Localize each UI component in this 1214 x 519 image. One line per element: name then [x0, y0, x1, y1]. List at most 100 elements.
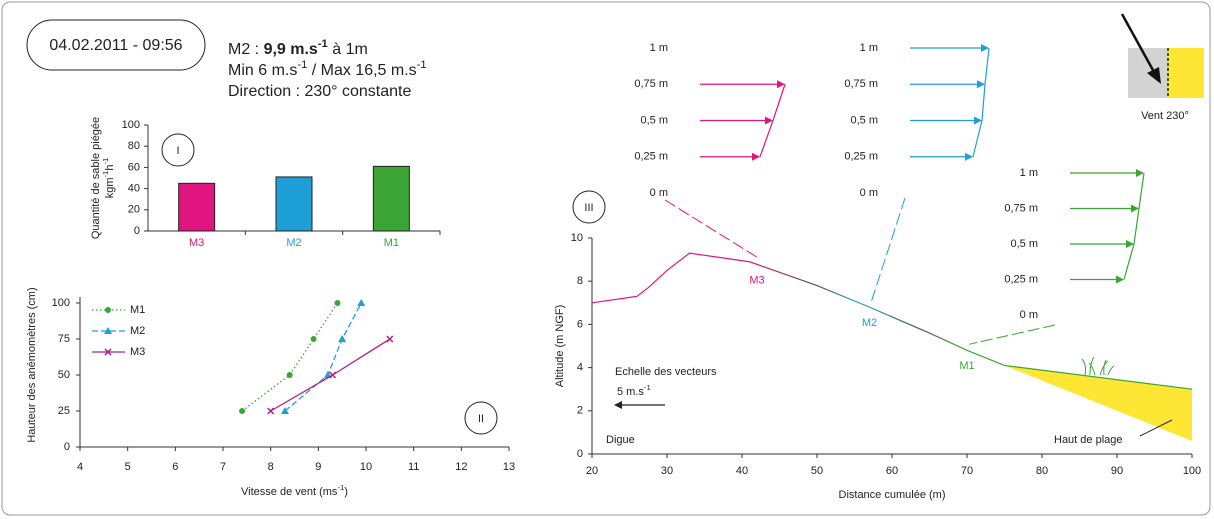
beach-area [1004, 365, 1192, 442]
x-tick-label: 70 [961, 465, 973, 477]
y-tick-label: 40 [128, 183, 140, 195]
marker [286, 372, 293, 378]
station-connector [871, 197, 906, 302]
wind-arrowhead [1147, 67, 1161, 84]
vector-scale-label: 5 m.s-1 [617, 383, 651, 398]
inset-profile [972, 47, 990, 157]
x-tick-label: M3 [189, 237, 204, 249]
y-tick-label: 75 [58, 333, 70, 345]
text-part: / Max 16,5 m.s [307, 62, 416, 79]
inset-tick-label: 0,5 m [1010, 238, 1038, 250]
wind-vector-head [1126, 240, 1134, 248]
y-axis-label: kgm-1h-1 [101, 158, 116, 199]
x-tick-label: 100 [1183, 465, 1201, 477]
marker [105, 307, 111, 313]
wind-label: Vent 230° [1141, 110, 1189, 122]
station-connector [664, 199, 760, 259]
station-connector [968, 324, 1056, 345]
bar [372, 165, 410, 232]
x-axis-label: Distance cumulée (m) [839, 489, 946, 501]
vector-scale-head [614, 401, 622, 409]
y-tick-label: 6 [577, 318, 583, 330]
grass-blades [1081, 356, 1115, 376]
x-tick-label: 60 [886, 465, 898, 477]
text-part: Vitesse de vent (ms [241, 486, 338, 498]
station-label: M2 [862, 317, 877, 329]
y-tick-label: 100 [52, 297, 70, 309]
panel-label: III [584, 202, 593, 214]
marker [280, 407, 289, 414]
panel-label-circle [572, 190, 606, 224]
panel-label-circle [161, 133, 195, 167]
legend-label: M2 [130, 325, 145, 337]
x-tick-label: M2 [286, 237, 301, 249]
y-tick-label: 0 [577, 448, 583, 460]
y-axis-label: Quantité de sable piégée [90, 117, 102, 239]
wind-vector-head [752, 152, 760, 161]
y-tick-label: 4 [577, 362, 583, 374]
series-line [284, 302, 362, 412]
sea [1168, 48, 1204, 98]
wind-icon: Vent 230° [1120, 13, 1204, 122]
y-axis-label: Altitude (m NGF) [554, 305, 566, 388]
panel-label: II [478, 413, 484, 425]
y-tick-label: 50 [58, 369, 70, 381]
text-part: -1 [101, 158, 110, 165]
vector-scale-title: Echelle des vecteurs [615, 366, 717, 378]
x-tick-label: 10 [360, 461, 372, 473]
series-line [241, 302, 338, 412]
marker [334, 300, 341, 306]
text-part: -1 [417, 59, 427, 71]
y-tick-label: 10 [571, 232, 583, 244]
y-tick-label: 20 [128, 204, 140, 216]
wind-vector-head [981, 44, 989, 52]
wind-vector-head [965, 152, 973, 161]
text-part: Direction : 230° constante [228, 83, 411, 100]
y-tick-label: 100 [122, 119, 140, 131]
annotation: Digue [606, 434, 635, 446]
x-tick-label: 9 [315, 461, 321, 473]
info-line: Direction : 230° constante [228, 83, 411, 100]
x-tick-label: 7 [220, 461, 226, 473]
x-tick-label: 90 [1111, 465, 1123, 477]
inset-tick-label: 1 m [1020, 167, 1038, 179]
x-tick-label: 4 [77, 461, 83, 473]
marker [239, 408, 246, 414]
x-tick-label: 50 [811, 465, 823, 477]
legend-label: M3 [130, 346, 145, 358]
text-part: -1 [337, 483, 344, 492]
inset-tick-label: 0 m [650, 187, 668, 199]
marker [386, 335, 394, 343]
legend-label: M1 [130, 304, 145, 316]
y-tick-label: 2 [577, 405, 583, 417]
text-part: kgm [104, 178, 116, 199]
station-label: M1 [959, 360, 974, 372]
profile-line [591, 252, 1193, 390]
marker [104, 348, 112, 356]
x-tick-label: 6 [172, 461, 178, 473]
x-tick-label: 11 [408, 461, 419, 473]
x-tick-label: 30 [661, 465, 673, 477]
date: 04.02.2011 - 09:56 [49, 37, 182, 54]
inset-tick-label: 0,5 m [850, 114, 878, 126]
y-tick-label: 8 [577, 275, 583, 287]
y-axis-label: Hauteur des anémomètres (cm) [26, 287, 38, 442]
text-part: Min 6 m.s [228, 62, 297, 79]
inset-tick-label: 0,25 m [844, 151, 878, 163]
wind-arrow [1120, 13, 1156, 73]
wind-vector-head [977, 80, 985, 89]
text-part: à 1m [328, 41, 368, 58]
wind-vector-head [1131, 204, 1139, 213]
annotation: Haut de plage [1054, 434, 1123, 446]
wind-vector-head [1136, 169, 1144, 177]
marker [104, 327, 112, 334]
x-axis-label: Vitesse de vent (ms-1) [241, 483, 348, 498]
text-part: -1 [297, 59, 307, 71]
text-part: h [104, 165, 116, 171]
bar [275, 176, 313, 232]
x-tick-label: 80 [1036, 465, 1048, 477]
text-part: M2 : [228, 41, 264, 58]
text-part: -1 [318, 38, 328, 50]
